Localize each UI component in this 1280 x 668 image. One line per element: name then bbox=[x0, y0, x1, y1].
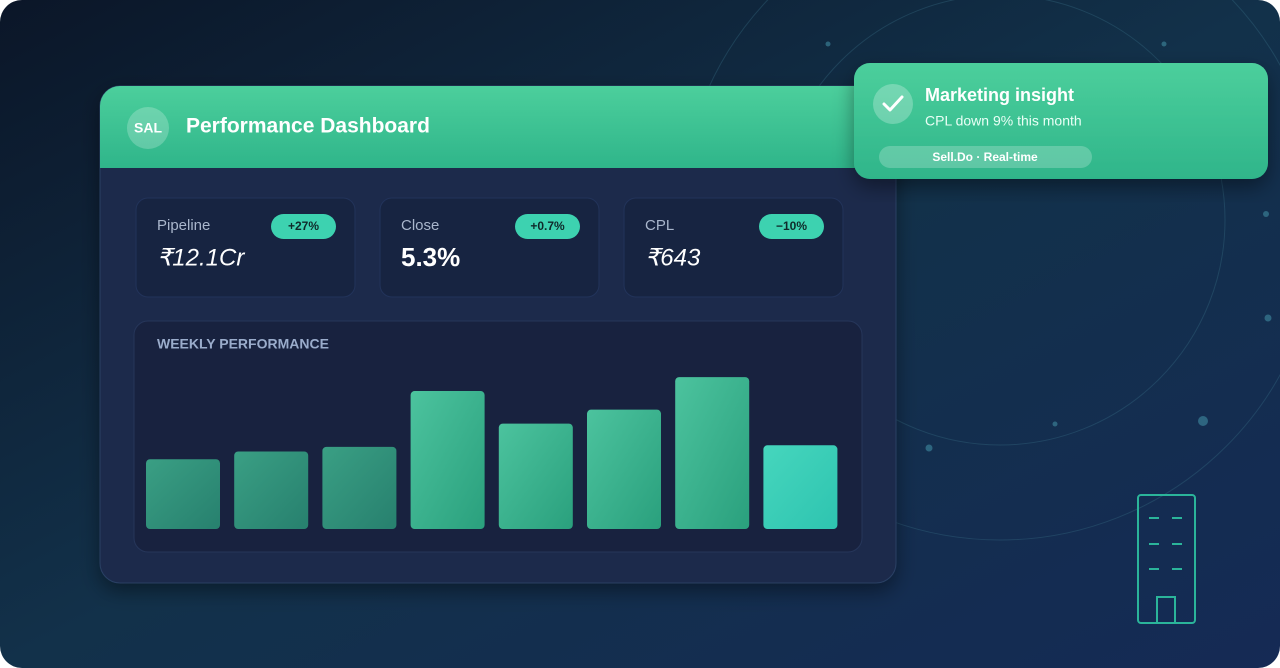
notification-message: CPL down 9% this month bbox=[925, 113, 1082, 129]
bar bbox=[587, 409, 661, 529]
kpi-change-pill bbox=[759, 214, 824, 239]
decor-dots bbox=[825, 41, 1272, 452]
notification-card bbox=[854, 63, 1268, 179]
card-header bbox=[100, 86, 896, 168]
notification-title: Marketing insight bbox=[925, 85, 1074, 105]
bar bbox=[322, 446, 397, 529]
kpi-change: +0.7% bbox=[530, 219, 565, 233]
kpi-row: Pipeline +27% ₹12.1Cr Close +0.7% 5.3% CPL −10%… bbox=[135, 197, 844, 298]
check-mark bbox=[882, 95, 904, 112]
kpi-change: −10% bbox=[776, 219, 807, 233]
kpi-value: 5.3% bbox=[401, 242, 460, 272]
kpi-value: ₹643 bbox=[645, 244, 701, 271]
kpi-change-pill bbox=[271, 214, 336, 239]
notification-tag: Sell.Do · Real-time bbox=[932, 150, 1038, 164]
kpi-change: +27% bbox=[288, 219, 319, 233]
bar bbox=[763, 445, 838, 529]
chart-title: WEEKLY PERFORMANCE bbox=[157, 336, 329, 352]
bar bbox=[234, 451, 309, 529]
check-icon bbox=[873, 84, 913, 124]
logo-badge bbox=[127, 107, 169, 149]
kpi-label: Close bbox=[401, 217, 439, 234]
bar bbox=[675, 377, 750, 529]
building-icon bbox=[1137, 494, 1196, 624]
bar bbox=[146, 459, 220, 529]
dashboard-title: Performance Dashboard bbox=[186, 115, 430, 138]
bar-group bbox=[146, 377, 838, 529]
kpi-value: ₹12.1Cr bbox=[157, 244, 245, 271]
kpi-label: Pipeline bbox=[157, 217, 210, 234]
kpi-change-pill bbox=[515, 214, 580, 239]
logo-text: SAL bbox=[134, 120, 162, 136]
kpi-label: CPL bbox=[645, 217, 674, 234]
bar bbox=[498, 423, 573, 529]
bar bbox=[410, 391, 485, 529]
notification-tag-pill bbox=[879, 146, 1092, 168]
